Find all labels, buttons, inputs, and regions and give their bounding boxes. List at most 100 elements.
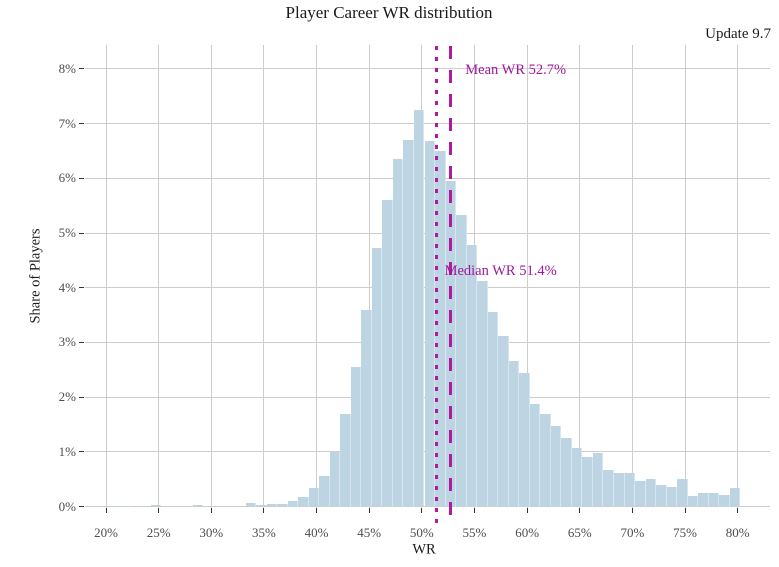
histogram-bar [614,473,625,507]
x-gridline [158,45,160,508]
histogram-bar [119,506,130,507]
x-tick-label: 40% [304,525,329,540]
y-axis-tick [79,451,84,453]
y-tick-label: 6% [58,170,76,186]
histogram-bar [403,140,414,507]
histogram-bar [456,214,467,507]
histogram-bar [256,505,267,507]
x-tick-label: 65% [567,525,592,540]
histogram-bar [424,141,435,507]
x-gridline [368,45,370,508]
histogram-bar [498,335,509,507]
y-tick-label: 8% [58,60,76,76]
x-tick-label: 30% [199,525,224,540]
histogram-bar [729,488,741,507]
y-gridline [85,68,770,70]
x-axis-tick [473,507,475,513]
x-gridline [210,45,212,508]
y-tick-label: 0% [58,498,76,514]
histogram-bar [329,451,341,507]
histogram-bar [719,495,730,507]
histogram-bar [192,505,204,507]
histogram-bar [266,504,278,507]
y-tick-label: 4% [58,279,76,295]
histogram-bar [561,438,572,507]
x-gridline [526,45,528,508]
y-axis-tick [79,506,84,507]
histogram-bar [308,487,320,507]
histogram-bar [477,280,488,507]
x-tick-label: 35% [251,525,276,540]
histogram-bar [466,245,478,507]
y-axis-tick [79,287,84,289]
x-axis-tick [316,507,318,513]
histogram-bar [645,479,657,507]
histogram-bar [656,485,667,507]
x-axis-tick [631,507,633,513]
histogram-bar [298,497,309,507]
histogram-bar [371,248,383,507]
median-line [435,46,439,523]
histogram-bar [708,492,720,507]
x-axis-tick [579,507,581,513]
histogram-bar [687,496,699,507]
x-tick-label: 75% [673,525,697,540]
x-axis-tick [684,507,686,513]
x-axis-title: WR [412,541,436,558]
y-axis-tick [79,232,84,234]
histogram-bar [287,500,299,507]
mean-label: Mean WR 52.7% [465,62,567,78]
x-tick-label: 80% [725,525,750,540]
histogram-bar [519,372,530,507]
histogram-bar [582,456,593,507]
histogram-bar [635,480,646,507]
histogram-bar [550,425,562,507]
x-tick-label: 70% [620,525,645,540]
histogram-bar [592,453,604,507]
y-axis-tick [79,396,84,398]
x-tick-label: 60% [515,525,540,540]
y-axis-tick [79,68,84,70]
histogram-bar [340,413,351,507]
x-axis-tick [210,507,212,513]
histogram-bar [666,487,678,507]
x-gridline [684,45,686,508]
y-gridline [85,123,770,125]
histogram-bar [529,403,541,507]
corner-note: Update 9.7 [705,26,771,42]
chart-title: Player Career WR distribution [285,3,493,22]
x-tick-label: 50% [409,525,434,540]
x-axis-tick [263,507,265,513]
x-axis-tick [368,507,370,513]
histogram-bar [392,158,404,507]
histogram-bar [603,469,614,507]
x-gridline [579,45,581,508]
x-gridline [263,45,265,508]
x-tick-label: 20% [94,525,118,540]
y-axis-tick [79,123,84,125]
histogram-bar [350,366,362,507]
x-axis-tick [158,507,160,513]
y-tick-label: 3% [58,334,76,350]
y-tick-label: 7% [58,115,76,131]
histogram-bar [624,473,635,507]
y-axis-tick [79,341,84,343]
histogram-bar [698,492,709,507]
mean-line [448,46,452,523]
histogram-bar [435,150,446,507]
histogram-bar [361,309,372,507]
y-axis-tick [79,177,84,179]
histogram-bar [508,361,520,507]
y-tick-label: 2% [58,389,76,405]
histogram-bar [382,200,393,507]
y-gridline [85,506,770,507]
histogram-bar [245,502,256,507]
x-axis-tick [526,507,528,513]
x-gridline [105,45,107,508]
y-tick-label: 5% [58,225,76,240]
histogram-bar [677,479,688,507]
x-axis-tick [105,507,107,513]
histogram-bar [540,414,551,507]
histogram-bar [150,505,162,507]
